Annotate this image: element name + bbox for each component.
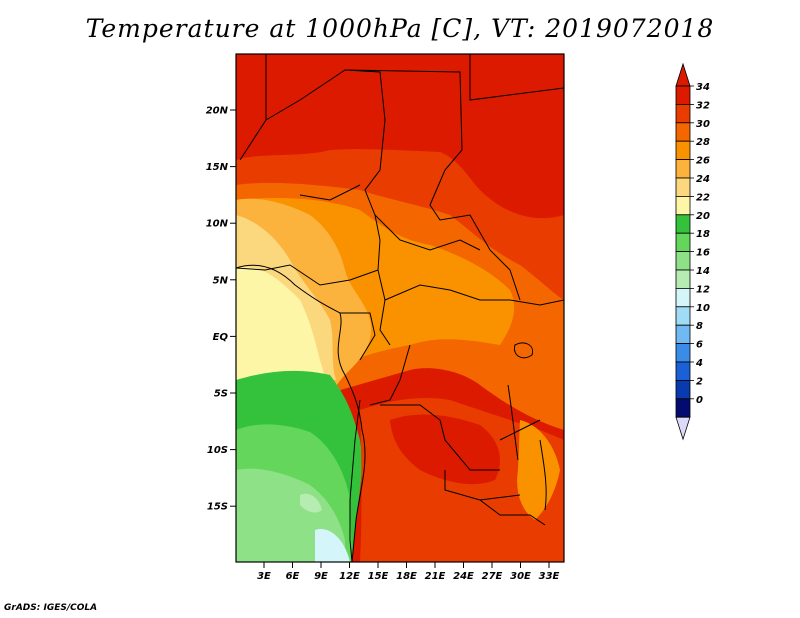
lon-tick-label: 6E [286, 571, 300, 582]
colorbar-label: 18 [696, 229, 710, 240]
colorbar-segment [675, 324, 691, 345]
lon-tick-label: 21E [425, 571, 446, 582]
colorbar-segment [675, 214, 691, 234]
lon-tick-label: 18E [396, 571, 417, 582]
lon-tick-label: 30E [510, 571, 531, 582]
colorbar-label: 2 [696, 376, 703, 387]
latitude-axis: 20N 15N 10N 5N EQ 5S 10S 15S [206, 106, 236, 513]
colorbar-label: 8 [696, 321, 703, 332]
map-frame [235, 53, 565, 563]
heat-field-south-core [390, 414, 500, 485]
lake-victoria [513, 342, 534, 359]
colorbar-label: 0 [696, 395, 703, 406]
colorbar-label: 4 [695, 358, 703, 369]
colorbar-segment [675, 379, 691, 400]
colorbar-label: 28 [696, 137, 710, 148]
colorbar-segment [675, 306, 691, 326]
lat-tick-label: 5S [214, 389, 228, 400]
lon-tick-label: 12E [339, 571, 360, 582]
colorbar-label: 24 [696, 174, 710, 185]
colorbar-segment [675, 159, 691, 179]
lon-tick-label: 27E [482, 571, 503, 582]
colorbar-label: 32 [696, 100, 710, 111]
cool-field-5 [315, 529, 350, 562]
colorbar-label: 34 [696, 82, 710, 93]
colorbar-label: 20 [696, 211, 710, 222]
colorbar-segment [675, 85, 691, 105]
lake-malawi [539, 439, 547, 511]
colorbar-segment [675, 398, 691, 418]
colorbar-segment [675, 343, 691, 363]
colorbar-bottom-triangle [675, 416, 691, 441]
coastline [236, 264, 366, 562]
colorbar-label: 22 [696, 192, 710, 203]
colorbar-segment [675, 361, 691, 381]
lat-tick-label: 20N [206, 106, 229, 117]
lon-tick-label: 9E [314, 571, 328, 582]
plot-title: Temperature at 1000hPa [C], VT: 20190720… [85, 14, 715, 43]
lat-tick-label: 10S [207, 445, 228, 456]
lat-tick-label: 15S [207, 502, 228, 513]
colorbar-segment [675, 195, 691, 216]
heat-field-ocean-warm [236, 266, 330, 400]
colorbar-segment [675, 104, 691, 124]
colorbar-segment [675, 269, 691, 289]
heat-field-lakes [517, 420, 560, 520]
colorbar-segment [675, 251, 691, 271]
colorbar-segment [675, 122, 691, 142]
longitude-axis: 3E 6E 9E 12E 15E 18E 21E 24E 27E 30E 33E [257, 562, 560, 582]
colorbar-label: 16 [696, 248, 710, 259]
grads-credit: GrADS: IGES/COLA [4, 603, 98, 613]
lon-tick-label: 33E [539, 571, 560, 582]
colorbar-segment [675, 177, 691, 197]
lon-tick-label: 15E [368, 571, 389, 582]
colorbar-segment [675, 232, 691, 252]
colorbar-label: 26 [696, 156, 710, 167]
colorbar-label: 10 [696, 303, 710, 314]
colorbar-segment [675, 287, 691, 308]
colorbar-segment [675, 140, 691, 160]
colorbar-label: 14 [696, 266, 710, 277]
lat-tick-label: 5N [213, 275, 229, 286]
lon-tick-label: 24E [453, 571, 474, 582]
lat-tick-label: 15N [206, 162, 229, 173]
lat-tick-label: EQ [213, 332, 229, 343]
lon-tick-label: 3E [257, 571, 271, 582]
lake-tanganyika [507, 384, 519, 461]
lat-tick-label: 10N [206, 219, 229, 230]
cool-field-4 [300, 493, 322, 513]
colorbar-label: 6 [696, 340, 703, 351]
colorbar-top-triangle [675, 62, 691, 87]
colorbar-label: 30 [696, 119, 710, 130]
colorbar-label: 12 [696, 284, 710, 295]
country-borders [236, 54, 564, 562]
